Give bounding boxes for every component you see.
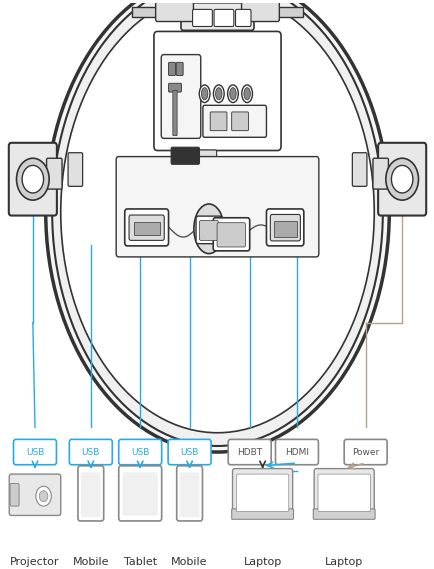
- FancyBboxPatch shape: [202, 105, 266, 137]
- FancyBboxPatch shape: [68, 152, 82, 186]
- FancyBboxPatch shape: [154, 31, 280, 151]
- FancyBboxPatch shape: [118, 466, 161, 521]
- FancyBboxPatch shape: [78, 466, 103, 521]
- Bar: [133, 222, 159, 236]
- Ellipse shape: [229, 88, 236, 100]
- Circle shape: [391, 166, 412, 193]
- FancyBboxPatch shape: [343, 439, 386, 465]
- Circle shape: [22, 166, 43, 193]
- FancyBboxPatch shape: [116, 156, 318, 257]
- FancyBboxPatch shape: [171, 147, 199, 164]
- Ellipse shape: [46, 0, 388, 452]
- FancyBboxPatch shape: [168, 63, 175, 76]
- FancyBboxPatch shape: [317, 474, 369, 512]
- Text: HDBT: HDBT: [237, 448, 262, 456]
- Text: USB: USB: [82, 448, 100, 456]
- FancyBboxPatch shape: [241, 1, 279, 22]
- Ellipse shape: [199, 85, 210, 102]
- Bar: [273, 221, 296, 237]
- FancyBboxPatch shape: [196, 216, 221, 244]
- FancyBboxPatch shape: [228, 439, 270, 465]
- FancyBboxPatch shape: [69, 439, 112, 465]
- Ellipse shape: [194, 204, 224, 254]
- Ellipse shape: [52, 0, 382, 446]
- FancyBboxPatch shape: [129, 215, 164, 240]
- Ellipse shape: [201, 88, 207, 100]
- FancyBboxPatch shape: [377, 143, 425, 216]
- FancyBboxPatch shape: [172, 90, 177, 135]
- FancyBboxPatch shape: [122, 472, 158, 516]
- FancyBboxPatch shape: [46, 158, 62, 189]
- FancyBboxPatch shape: [231, 509, 293, 519]
- FancyBboxPatch shape: [266, 209, 303, 246]
- Text: Laptop: Laptop: [324, 557, 362, 567]
- Text: USB: USB: [131, 448, 149, 456]
- Circle shape: [36, 486, 51, 506]
- Text: Projector: Projector: [10, 557, 59, 567]
- Circle shape: [16, 158, 49, 200]
- FancyBboxPatch shape: [270, 215, 300, 241]
- FancyBboxPatch shape: [13, 439, 56, 465]
- FancyBboxPatch shape: [231, 112, 248, 131]
- FancyBboxPatch shape: [232, 469, 292, 516]
- Ellipse shape: [213, 85, 224, 102]
- FancyBboxPatch shape: [217, 222, 245, 247]
- FancyBboxPatch shape: [352, 152, 366, 186]
- FancyBboxPatch shape: [312, 509, 374, 519]
- FancyBboxPatch shape: [179, 472, 199, 517]
- FancyBboxPatch shape: [168, 83, 181, 92]
- FancyBboxPatch shape: [81, 472, 100, 517]
- FancyBboxPatch shape: [214, 10, 233, 27]
- FancyBboxPatch shape: [181, 150, 216, 175]
- FancyBboxPatch shape: [9, 143, 57, 216]
- FancyBboxPatch shape: [118, 439, 161, 465]
- Text: Tablet: Tablet: [123, 557, 156, 567]
- Ellipse shape: [227, 85, 238, 102]
- Text: USB: USB: [26, 448, 44, 456]
- Text: Mobile: Mobile: [171, 557, 207, 567]
- FancyBboxPatch shape: [210, 112, 227, 131]
- FancyBboxPatch shape: [275, 439, 318, 465]
- Text: Mobile: Mobile: [72, 557, 109, 567]
- Bar: [132, 7, 302, 17]
- FancyBboxPatch shape: [10, 484, 19, 506]
- Text: HDMI: HDMI: [284, 448, 308, 456]
- Ellipse shape: [215, 88, 221, 100]
- FancyBboxPatch shape: [372, 158, 388, 189]
- FancyBboxPatch shape: [213, 218, 249, 251]
- FancyBboxPatch shape: [313, 469, 373, 516]
- Text: Laptop: Laptop: [243, 557, 281, 567]
- Circle shape: [385, 158, 418, 200]
- FancyBboxPatch shape: [125, 209, 168, 246]
- Text: Power: Power: [351, 448, 378, 456]
- FancyBboxPatch shape: [168, 439, 210, 465]
- Text: USB: USB: [180, 448, 198, 456]
- FancyBboxPatch shape: [9, 474, 61, 516]
- FancyBboxPatch shape: [176, 63, 183, 76]
- FancyBboxPatch shape: [199, 221, 218, 240]
- Ellipse shape: [61, 0, 373, 433]
- FancyBboxPatch shape: [161, 55, 200, 138]
- FancyBboxPatch shape: [181, 3, 253, 30]
- FancyBboxPatch shape: [192, 10, 212, 27]
- Ellipse shape: [241, 85, 252, 102]
- FancyBboxPatch shape: [236, 474, 288, 512]
- FancyBboxPatch shape: [235, 10, 250, 27]
- Circle shape: [39, 490, 48, 502]
- FancyBboxPatch shape: [155, 1, 193, 22]
- Ellipse shape: [243, 88, 250, 100]
- FancyBboxPatch shape: [176, 466, 202, 521]
